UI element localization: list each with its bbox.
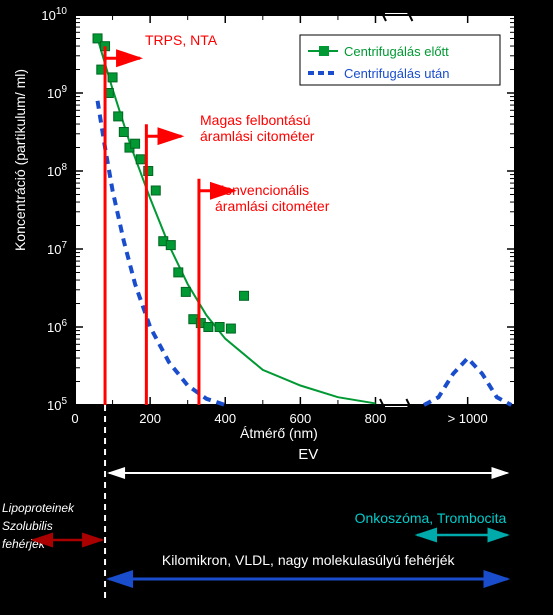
svg-text:Kilomikron, VLDL, nagy molekul: Kilomikron, VLDL, nagy molekulasúlyú feh… xyxy=(162,552,456,568)
svg-text:Centrifugálás után: Centrifugálás után xyxy=(344,66,450,81)
svg-text:800: 800 xyxy=(365,411,387,426)
svg-text:áramlási citométer: áramlási citométer xyxy=(200,128,315,144)
svg-text:> 1000: > 1000 xyxy=(448,411,488,426)
svg-text:1010: 1010 xyxy=(41,6,67,23)
chart-svg: 105 106 107 108 109 1010 0 200 400 600 800 > 1000 TR… xyxy=(0,0,553,615)
svg-text:TRPS, NTA: TRPS, NTA xyxy=(145,32,218,48)
svg-text:Lipoproteinek: Lipoproteinek xyxy=(2,501,75,515)
svg-text:Szolubilis: Szolubilis xyxy=(2,519,53,533)
y-axis-label: Koncentráció (partikulum/ ml) xyxy=(12,20,28,300)
x-axis-label: Átmérő (nm) xyxy=(240,425,318,441)
svg-text:Centrifugálás előtt: Centrifugálás előtt xyxy=(344,44,449,59)
svg-text:áramlási citométer: áramlási citométer xyxy=(215,198,330,214)
svg-text:200: 200 xyxy=(139,411,161,426)
svg-text:Onkoszóma, Trombocita: Onkoszóma, Trombocita xyxy=(355,510,507,526)
svg-text:EV: EV xyxy=(298,446,318,463)
svg-text:400: 400 xyxy=(214,411,236,426)
svg-text:109: 109 xyxy=(47,84,67,101)
svg-text:105: 105 xyxy=(47,396,67,413)
svg-text:106: 106 xyxy=(47,318,67,335)
svg-text:Magas felbontású: Magas felbontású xyxy=(200,112,311,128)
svg-text:107: 107 xyxy=(47,240,67,257)
svg-text:108: 108 xyxy=(47,162,67,179)
svg-text:0: 0 xyxy=(71,411,78,426)
svg-text:600: 600 xyxy=(290,411,312,426)
svg-text:Konvencionális: Konvencionális xyxy=(215,182,309,198)
